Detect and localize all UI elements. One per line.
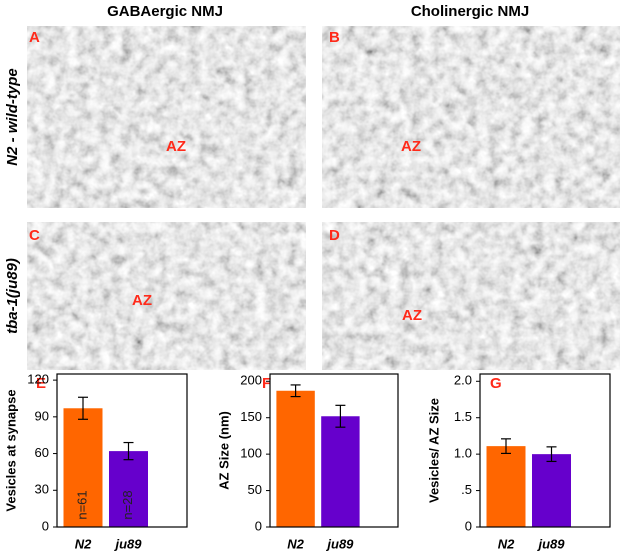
error-bar	[546, 446, 557, 463]
bar	[532, 454, 571, 527]
x-tick-label: N2	[75, 536, 92, 551]
y-axis-label: Vesicles/ AZ Size	[426, 398, 441, 503]
error-bar	[290, 384, 301, 398]
column-heading: GABAergic NMJ	[107, 3, 223, 20]
micrograph	[322, 222, 620, 370]
panel-letter: E	[36, 375, 46, 392]
x-tick-label: N2	[498, 536, 515, 551]
y-tick-label: .5	[461, 482, 472, 497]
column-heading: Cholinergic NMJ	[411, 3, 529, 20]
y-tick-label: 100	[240, 446, 262, 461]
bar	[63, 408, 103, 527]
y-tick-label: 0	[42, 518, 49, 533]
plot-frame	[479, 373, 611, 528]
error-bar	[123, 441, 134, 461]
bar	[109, 451, 148, 527]
az-label: AZ	[166, 138, 186, 155]
bar	[276, 390, 315, 527]
plot-frame	[56, 373, 188, 528]
micrograph	[27, 26, 306, 208]
y-tick-label: 50	[248, 482, 262, 497]
y-tick-label: 60	[35, 445, 49, 460]
y-tick-label: 90	[35, 408, 49, 423]
x-tick-label: ju89	[325, 536, 354, 551]
panel-letter: G	[490, 375, 502, 392]
y-tick-label: 0	[255, 518, 262, 533]
error-bar	[335, 404, 346, 428]
az-label: AZ	[401, 138, 421, 155]
micrograph	[322, 26, 620, 208]
row-label: tba-1(ju89)	[4, 258, 21, 334]
x-tick-label: N2	[287, 536, 304, 551]
x-tick-label: ju89	[113, 536, 142, 551]
y-tick-label: 1.0	[454, 446, 472, 461]
y-axis-label: AZ Size (nm)	[216, 411, 231, 490]
bar-label: n=28	[120, 490, 135, 519]
bar-label: n=61	[74, 490, 89, 519]
panel-letter: A	[29, 29, 40, 46]
bar	[486, 446, 526, 527]
micrograph	[27, 222, 306, 370]
y-tick-label: 2.0	[454, 373, 472, 388]
error-bar	[501, 438, 511, 455]
y-tick-label: 0	[465, 518, 472, 533]
row-label: N2 - wild-type	[4, 68, 21, 166]
y-tick-label: 1.5	[454, 409, 472, 424]
panel-letter: C	[29, 227, 40, 244]
az-label: AZ	[402, 307, 422, 324]
bar	[321, 416, 360, 527]
y-tick-label: 200	[240, 373, 262, 388]
x-tick-label: ju89	[536, 536, 565, 551]
y-tick-label: 120	[27, 372, 49, 387]
az-label: AZ	[132, 292, 152, 309]
panel-letter: F	[262, 375, 271, 392]
plot-frame	[269, 373, 399, 528]
y-tick-label: 30	[35, 482, 49, 497]
error-bar	[78, 396, 88, 420]
y-tick-label: 150	[240, 409, 262, 424]
panel-letter: D	[329, 227, 340, 244]
y-axis-label: Vesicles at synapse	[3, 389, 18, 511]
panel-letter: B	[329, 29, 340, 46]
